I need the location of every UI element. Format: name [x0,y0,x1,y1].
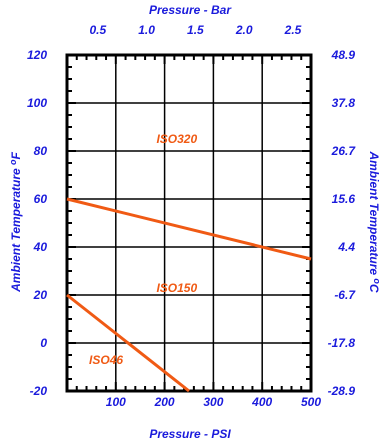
y-left-tick-label: 0 [40,336,47,350]
tick-labels: 100 200 300 400 500 0.5 1.0 1.5 2.0 2.5 -20 0 20 40 60… [27,23,356,409]
y-right-tick-label: 4.4 [337,240,355,254]
y-left-tick-label: -20 [30,384,48,398]
x-top-tick-label: 2.0 [235,23,253,37]
y-right-tick-label: -6.7 [334,288,356,302]
y-right-tick-label: 15.6 [332,192,356,206]
y-left-tick-label: 40 [33,240,48,254]
zone-label-iso150: ISO150 [156,281,197,295]
x-bottom-tick-label: 100 [106,395,126,409]
y-left-tick-label: 60 [34,192,48,206]
grid-lines [67,55,311,391]
y-left-axis-title: Ambient Temperature oF [8,151,23,292]
y-right-axis-title: Ambient Temperature oC [367,150,382,292]
x-top-tick-label: 1.0 [138,23,155,37]
series-line [66,293,190,393]
y-right-tick-label: -28.9 [328,384,356,398]
y-left-tick-label: 120 [27,48,47,62]
series-line [66,197,312,261]
y-right-tick-label: 37.8 [332,96,356,110]
y-right-tick-label: 26.7 [331,144,357,158]
x-top-tick-label: 0.5 [89,23,106,37]
axes [65,53,313,393]
x-bottom-tick-label: 500 [301,395,321,409]
x-bottom-axis-title: Pressure - PSI [149,427,231,441]
x-bottom-tick-label: 300 [203,395,223,409]
series-lines [66,197,312,393]
zone-label-iso320: ISO320 [156,132,197,146]
zone-label-iso46: ISO46 [89,353,123,367]
x-top-axis-title: Pressure - Bar [149,3,232,17]
y-right-tick-label: 48.9 [331,48,356,62]
y-left-tick-label: 80 [34,144,48,158]
x-bottom-tick-label: 400 [251,395,272,409]
x-top-tick-label: 1.5 [187,23,204,37]
y-right-tick-label: -17.8 [328,336,356,350]
y-left-tick-label: 20 [33,288,48,302]
x-bottom-tick-label: 200 [154,395,175,409]
x-top-tick-label: 2.5 [284,23,302,37]
plot-frame [65,53,313,393]
zone-labels: ISO320 ISO150 ISO46 [89,132,197,367]
y-left-tick-label: 100 [27,96,47,110]
